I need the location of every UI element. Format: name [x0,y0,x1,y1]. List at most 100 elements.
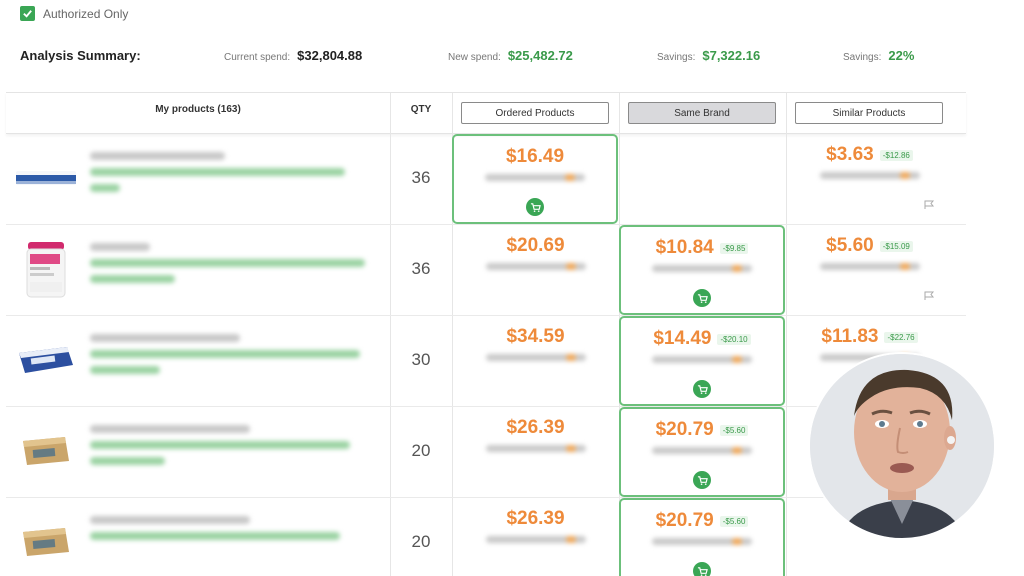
same-brand-price: $14.49 [653,328,712,349]
ordered-cell[interactable]: $26.39 [452,498,619,576]
column-divider [786,225,787,315]
same-brand-card[interactable]: $20.79 -$5.60 [619,498,785,576]
same-brand-price: $20.79 [655,510,714,531]
product-name-blurred[interactable] [90,259,365,267]
qty-value: 20 [411,532,431,551]
product-image[interactable] [16,334,76,386]
summary-title: Analysis Summary: [20,48,141,63]
product-image[interactable] [16,425,76,477]
webcam-overlay [810,354,994,538]
analysis-summary: Analysis Summary: Current spend: $32,804… [0,46,968,68]
same-brand-card[interactable]: $20.79 -$5.60 [619,407,785,497]
product-vendor-blurred [90,152,225,160]
product-image[interactable] [16,152,76,204]
ordered-price: $20.69 [506,235,565,256]
similar-price: $3.63 [826,144,874,165]
ordered-card[interactable]: $16.49 [452,134,618,224]
new-spend: New spend: $25,482.72 [448,48,573,63]
product-image[interactable] [16,242,76,298]
qty-header[interactable]: QTY [410,104,432,115]
similar-diff: -$12.86 [879,149,913,161]
vendor-blurred [652,265,752,272]
ordered-cell[interactable]: $20.69 [452,225,619,315]
similar-price: $5.60 [826,235,874,256]
current-spend-value: $32,804.88 [297,48,363,63]
column-divider [390,316,391,406]
savings-amount: Savings: $7,322.16 [657,48,760,63]
ordered-cell[interactable]: $16.49 [452,134,619,224]
column-divider [452,225,453,315]
similar-diff: -$22.76 [884,331,918,343]
ordered-products-button[interactable]: Ordered Products [461,102,609,124]
flag-icon[interactable] [923,200,935,210]
table-row: 36 $16.49 $3.63 -$12.86 [6,134,966,225]
same-brand-diff: -$20.10 [717,333,751,345]
product-image[interactable] [16,516,76,568]
vendor-blurred [652,538,752,545]
same-brand-cell[interactable]: $20.79 -$5.60 [619,498,786,576]
similar-diff: -$15.09 [879,240,913,252]
ordered-cell[interactable]: $26.39 [452,407,619,497]
same-brand-diff: -$9.85 [719,242,749,254]
product-name-blurred[interactable] [90,366,160,374]
similar-cell[interactable]: $3.63 -$12.86 [786,134,953,224]
vendor-blurred [485,445,586,452]
cart-icon[interactable] [693,471,711,489]
vendor-blurred [485,174,585,181]
same-brand-card[interactable]: $10.84 -$9.85 [619,225,785,315]
column-divider [390,225,391,315]
column-divider [786,316,787,406]
product-vendor-blurred [90,425,250,433]
cart-icon[interactable] [693,562,711,576]
same-brand-cell[interactable]: $20.79 -$5.60 [619,407,786,497]
vendor-blurred [485,263,586,270]
product-name-blurred[interactable] [90,457,165,465]
product-name-blurred[interactable] [90,532,340,540]
cart-icon[interactable] [693,289,711,307]
column-divider [786,93,787,135]
column-divider [619,134,620,224]
same-brand-button[interactable]: Same Brand [628,102,776,124]
ordered-cell[interactable]: $34.59 [452,316,619,406]
same-brand-cell[interactable]: $14.49 -$20.10 [619,316,786,406]
vendor-blurred [485,354,586,361]
table-row: 36 $20.69 $10.84 -$9.85 $5.60 -$15.09 [6,225,966,316]
current-spend-label: Current spend: [224,52,291,63]
same-brand-cell[interactable]: $10.84 -$9.85 [619,225,786,315]
new-spend-label: New spend: [448,52,501,63]
product-rows: 36 $16.49 $3.63 -$12.86 [6,134,966,576]
qty-value: 30 [411,350,431,369]
column-divider [390,498,391,576]
same-brand-diff: -$5.60 [719,424,749,436]
cart-icon[interactable] [693,380,711,398]
product-name-blurred[interactable] [90,275,175,283]
flag-icon[interactable] [923,291,935,301]
column-divider [786,407,787,497]
cart-icon[interactable] [526,198,544,216]
similar-price: $11.83 [821,326,879,347]
table-row: 20 $26.39 $20.79 -$5.60 [6,407,966,498]
same-brand-card[interactable]: $14.49 -$20.10 [619,316,785,406]
check-icon[interactable] [20,6,35,21]
savings-percent: Savings: 22% [843,48,914,63]
similar-products-button[interactable]: Similar Products [795,102,943,124]
qty-value: 36 [411,168,431,187]
savings-pct-value: 22% [888,48,915,63]
authorized-label: Authorized Only [43,6,129,21]
product-name-blurred[interactable] [90,184,120,192]
qty-value: 20 [411,441,431,460]
product-name-blurred[interactable] [90,168,345,176]
products-header[interactable]: My products (163) [155,104,241,115]
table-row: 20 $26.39 $20.79 -$5.60 [6,498,966,576]
column-divider [786,498,787,576]
product-name-blurred[interactable] [90,350,360,358]
authorized-filter[interactable]: Authorized Only [20,6,128,21]
table-header: My products (163) QTY Ordered Products S… [6,92,966,135]
vendor-blurred [819,172,920,179]
product-name-blurred[interactable] [90,441,350,449]
similar-cell[interactable]: $5.60 -$15.09 [786,225,953,315]
column-divider [390,93,391,135]
column-divider [452,316,453,406]
savings-pct-label: Savings: [843,52,882,63]
